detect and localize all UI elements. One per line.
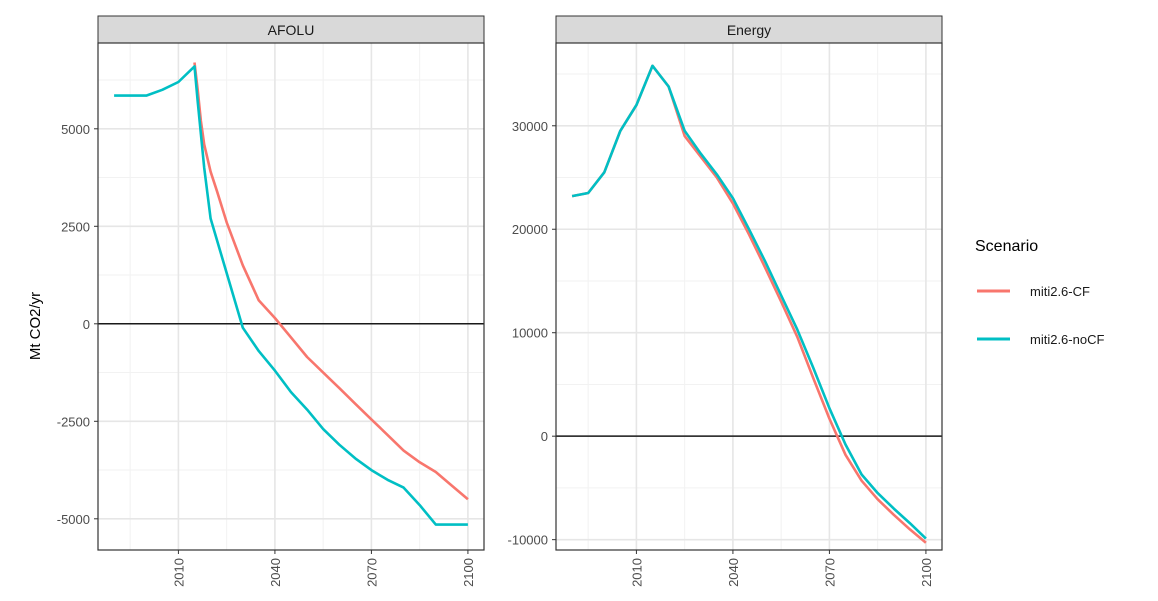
facet-strip	[97, 15, 485, 44]
y-tick-label: 0	[541, 429, 548, 444]
y-tick-label: 10000	[512, 326, 548, 341]
x-tick-label: 2040	[726, 558, 741, 587]
x-tick-label: 2100	[461, 558, 476, 587]
panel-afolu: AFOLU -5000 -2500 0 2500 5000 2010 2040 2070 2100	[57, 15, 485, 587]
y-tick-label: -5000	[57, 512, 90, 527]
x-tick-label: 2070	[822, 558, 837, 587]
legend-label-miti2.6-noCF: miti2.6-noCF	[1030, 332, 1104, 347]
y-tick-label: 0	[83, 317, 90, 332]
y-tick-label: 2500	[61, 219, 90, 234]
legend: Scenario miti2.6-CF miti2.6-noCF	[975, 238, 1104, 347]
y-tick-label: 20000	[512, 222, 548, 237]
y-tick-label: 5000	[61, 122, 90, 137]
x-tick-label: 2040	[268, 558, 283, 587]
panel-border	[555, 42, 943, 551]
panel-background	[556, 43, 942, 550]
panel-background	[98, 43, 484, 550]
x-tick-label: 2070	[364, 558, 379, 587]
panel-energy: Energy -10000 0 10000 20000 30000 2010 2040 2070…	[508, 15, 943, 587]
y-tick-label: -10000	[508, 533, 548, 548]
y-tick-label: -2500	[57, 414, 90, 429]
y-tick-label: 30000	[512, 119, 548, 134]
y-axis-title: Mt CO2/yr	[27, 292, 44, 360]
legend-label-miti2.6-CF: miti2.6-CF	[1030, 284, 1090, 299]
series-line-miti2.6-noCF	[571, 64, 927, 540]
facet-strip-label: Energy	[727, 22, 771, 38]
plot-layer: AFOLU -5000 -2500 0 2500 5000 2010 2040 2070 2100…	[57, 15, 943, 587]
x-tick-label: 2010	[171, 558, 186, 587]
facet-strip-label: AFOLU	[268, 22, 315, 38]
x-tick-label: 2100	[919, 558, 934, 587]
legend-title: Scenario	[975, 238, 1038, 255]
panel-border	[97, 42, 485, 551]
facet-strip	[555, 15, 943, 44]
series-line-miti2.6-noCF	[114, 65, 468, 526]
series-line-miti2.6-CF	[193, 62, 469, 501]
x-tick-label: 2010	[629, 558, 644, 587]
